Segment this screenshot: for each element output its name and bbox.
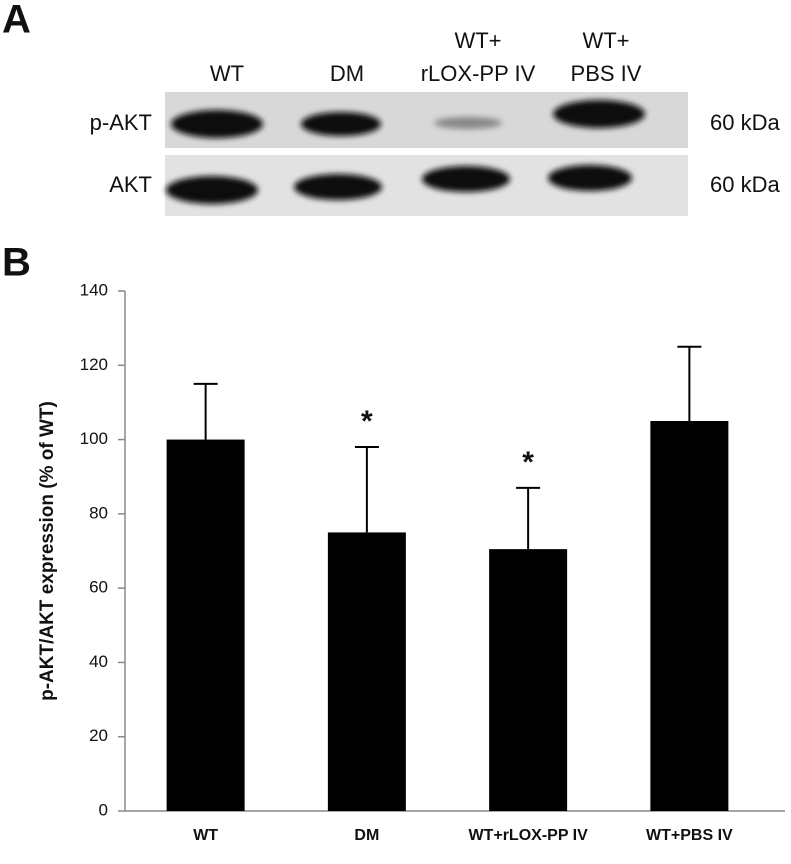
lane-label: WT+ bbox=[582, 28, 629, 53]
band bbox=[301, 112, 381, 136]
panel-label: B bbox=[2, 241, 31, 285]
band bbox=[294, 174, 382, 200]
row-label: AKT bbox=[109, 172, 152, 197]
panel-label: A bbox=[2, 0, 31, 42]
size-label: 60 kDa bbox=[710, 172, 780, 197]
x-tick-label: WT+PBS IV bbox=[646, 827, 733, 844]
bar bbox=[166, 439, 245, 811]
y-tick-label: 120 bbox=[80, 355, 108, 374]
y-tick-label: 0 bbox=[99, 800, 108, 819]
significance: * bbox=[361, 405, 373, 438]
y-tick-label: 20 bbox=[89, 726, 108, 745]
size-label: 60 kDa bbox=[710, 110, 780, 135]
y-tick-label: 40 bbox=[89, 652, 108, 671]
error-bar bbox=[193, 382, 218, 440]
y-tick-label: 80 bbox=[89, 503, 108, 522]
blot bbox=[165, 92, 688, 216]
lane-label: PBS IV bbox=[571, 61, 642, 86]
band bbox=[553, 100, 645, 128]
error-bar bbox=[516, 486, 541, 550]
band bbox=[548, 165, 632, 191]
row-label: p-AKT bbox=[90, 110, 152, 135]
lane-label: rLOX-PP IV bbox=[421, 61, 536, 86]
error-bar bbox=[354, 446, 379, 533]
y-axis-title: p-AKT/AKT expression (% of WT) bbox=[37, 401, 58, 701]
lane-label: WT bbox=[210, 61, 244, 86]
bar bbox=[489, 549, 568, 811]
lane-label: DM bbox=[330, 61, 364, 86]
significance: * bbox=[522, 446, 534, 479]
x-tick-label: WT bbox=[193, 827, 218, 844]
y-tick-label: 140 bbox=[80, 280, 108, 299]
lane-label: WT+ bbox=[454, 28, 501, 53]
band bbox=[422, 166, 510, 192]
error-bar bbox=[677, 345, 702, 421]
y-tick-label: 100 bbox=[80, 429, 108, 448]
band bbox=[171, 110, 263, 138]
x-tick-label: DM bbox=[354, 827, 379, 844]
band bbox=[166, 176, 258, 204]
bar bbox=[650, 421, 729, 811]
y-tick-label: 60 bbox=[89, 578, 108, 597]
band bbox=[434, 117, 502, 129]
x-tick-label: WT+rLOX-PP IV bbox=[468, 827, 588, 844]
bar bbox=[327, 532, 406, 811]
